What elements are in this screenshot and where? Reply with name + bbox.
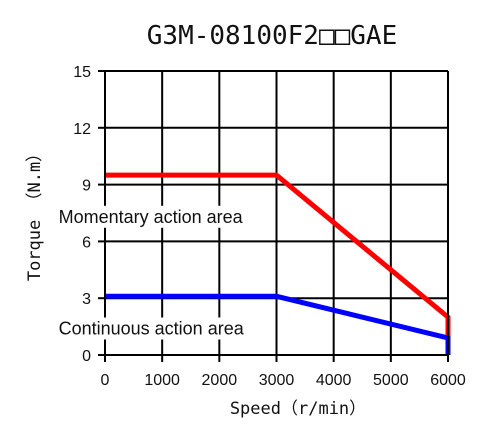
chart-title: G3M-08100F2□□GAE xyxy=(147,21,397,51)
y-tick-label: 6 xyxy=(82,234,91,251)
x-tick-label: 3000 xyxy=(259,372,295,389)
y-tick-label: 0 xyxy=(82,348,91,365)
y-axis-label: Torque （N.m） xyxy=(25,145,45,281)
x-tick-label: 2000 xyxy=(202,372,238,389)
x-axis-label: Speed（r/min） xyxy=(230,399,366,419)
y-tick-label: 9 xyxy=(82,178,91,195)
x-tick-label: 4000 xyxy=(316,372,352,389)
y-tick-label: 3 xyxy=(82,291,91,308)
y-tick-label: 15 xyxy=(73,64,91,81)
annotation-2: Continuous action area xyxy=(59,318,245,338)
tick-labels: 0 3 6 9 12 15 0 1000 2000 3000 4000 5000 6000 xyxy=(73,64,466,389)
x-tick-label: 6000 xyxy=(430,372,466,389)
y-tick-label: 12 xyxy=(73,121,91,138)
annotations: Momentary action area Continuous action a… xyxy=(55,205,248,340)
annotation-background xyxy=(55,317,248,340)
annotation-background xyxy=(55,205,247,228)
x-tick-label: 5000 xyxy=(373,372,409,389)
annotation-1: Momentary action area xyxy=(59,207,244,227)
x-tick-label: 0 xyxy=(101,372,110,389)
x-tick-label: 1000 xyxy=(144,372,180,389)
